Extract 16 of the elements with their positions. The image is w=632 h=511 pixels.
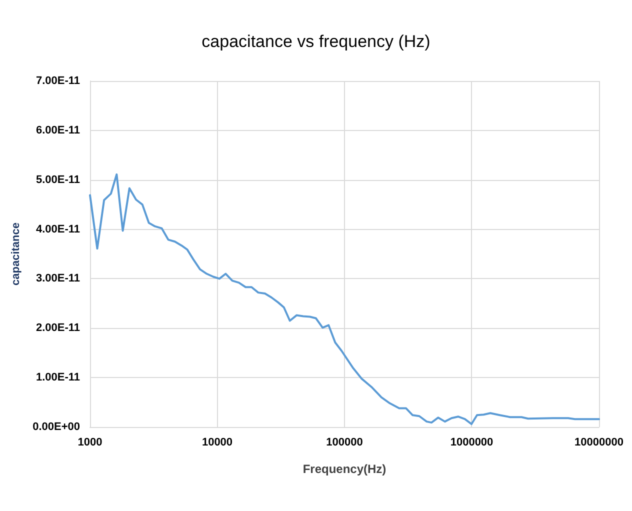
y-tick-label: 3.00E-11 — [36, 272, 80, 285]
y-tick-label: 1.00E-11 — [36, 372, 80, 384]
y-tick-label: 5.00E-11 — [36, 174, 80, 186]
x-tick-label: 10000000 — [574, 436, 624, 448]
x-axis-title: Frequency(Hz) — [302, 462, 386, 476]
x-tick-label: 1000000 — [450, 436, 494, 448]
x-tick-label: 100000 — [326, 436, 363, 448]
y-tick-label: 0.00E+00 — [32, 421, 80, 433]
y-tick-label: 2.00E-11 — [36, 322, 80, 334]
x-tick-label: 1000 — [78, 436, 102, 448]
chart-title: capacitance vs frequency (Hz) — [202, 32, 430, 51]
y-tick-label: 4.00E-11 — [36, 223, 80, 236]
x-tick-label: 10000 — [202, 436, 233, 448]
y-tick-label: 7.00E-11 — [36, 75, 80, 87]
y-tick-label: 6.00E-11 — [36, 124, 80, 136]
y-axis-title: capacitance — [10, 222, 22, 286]
